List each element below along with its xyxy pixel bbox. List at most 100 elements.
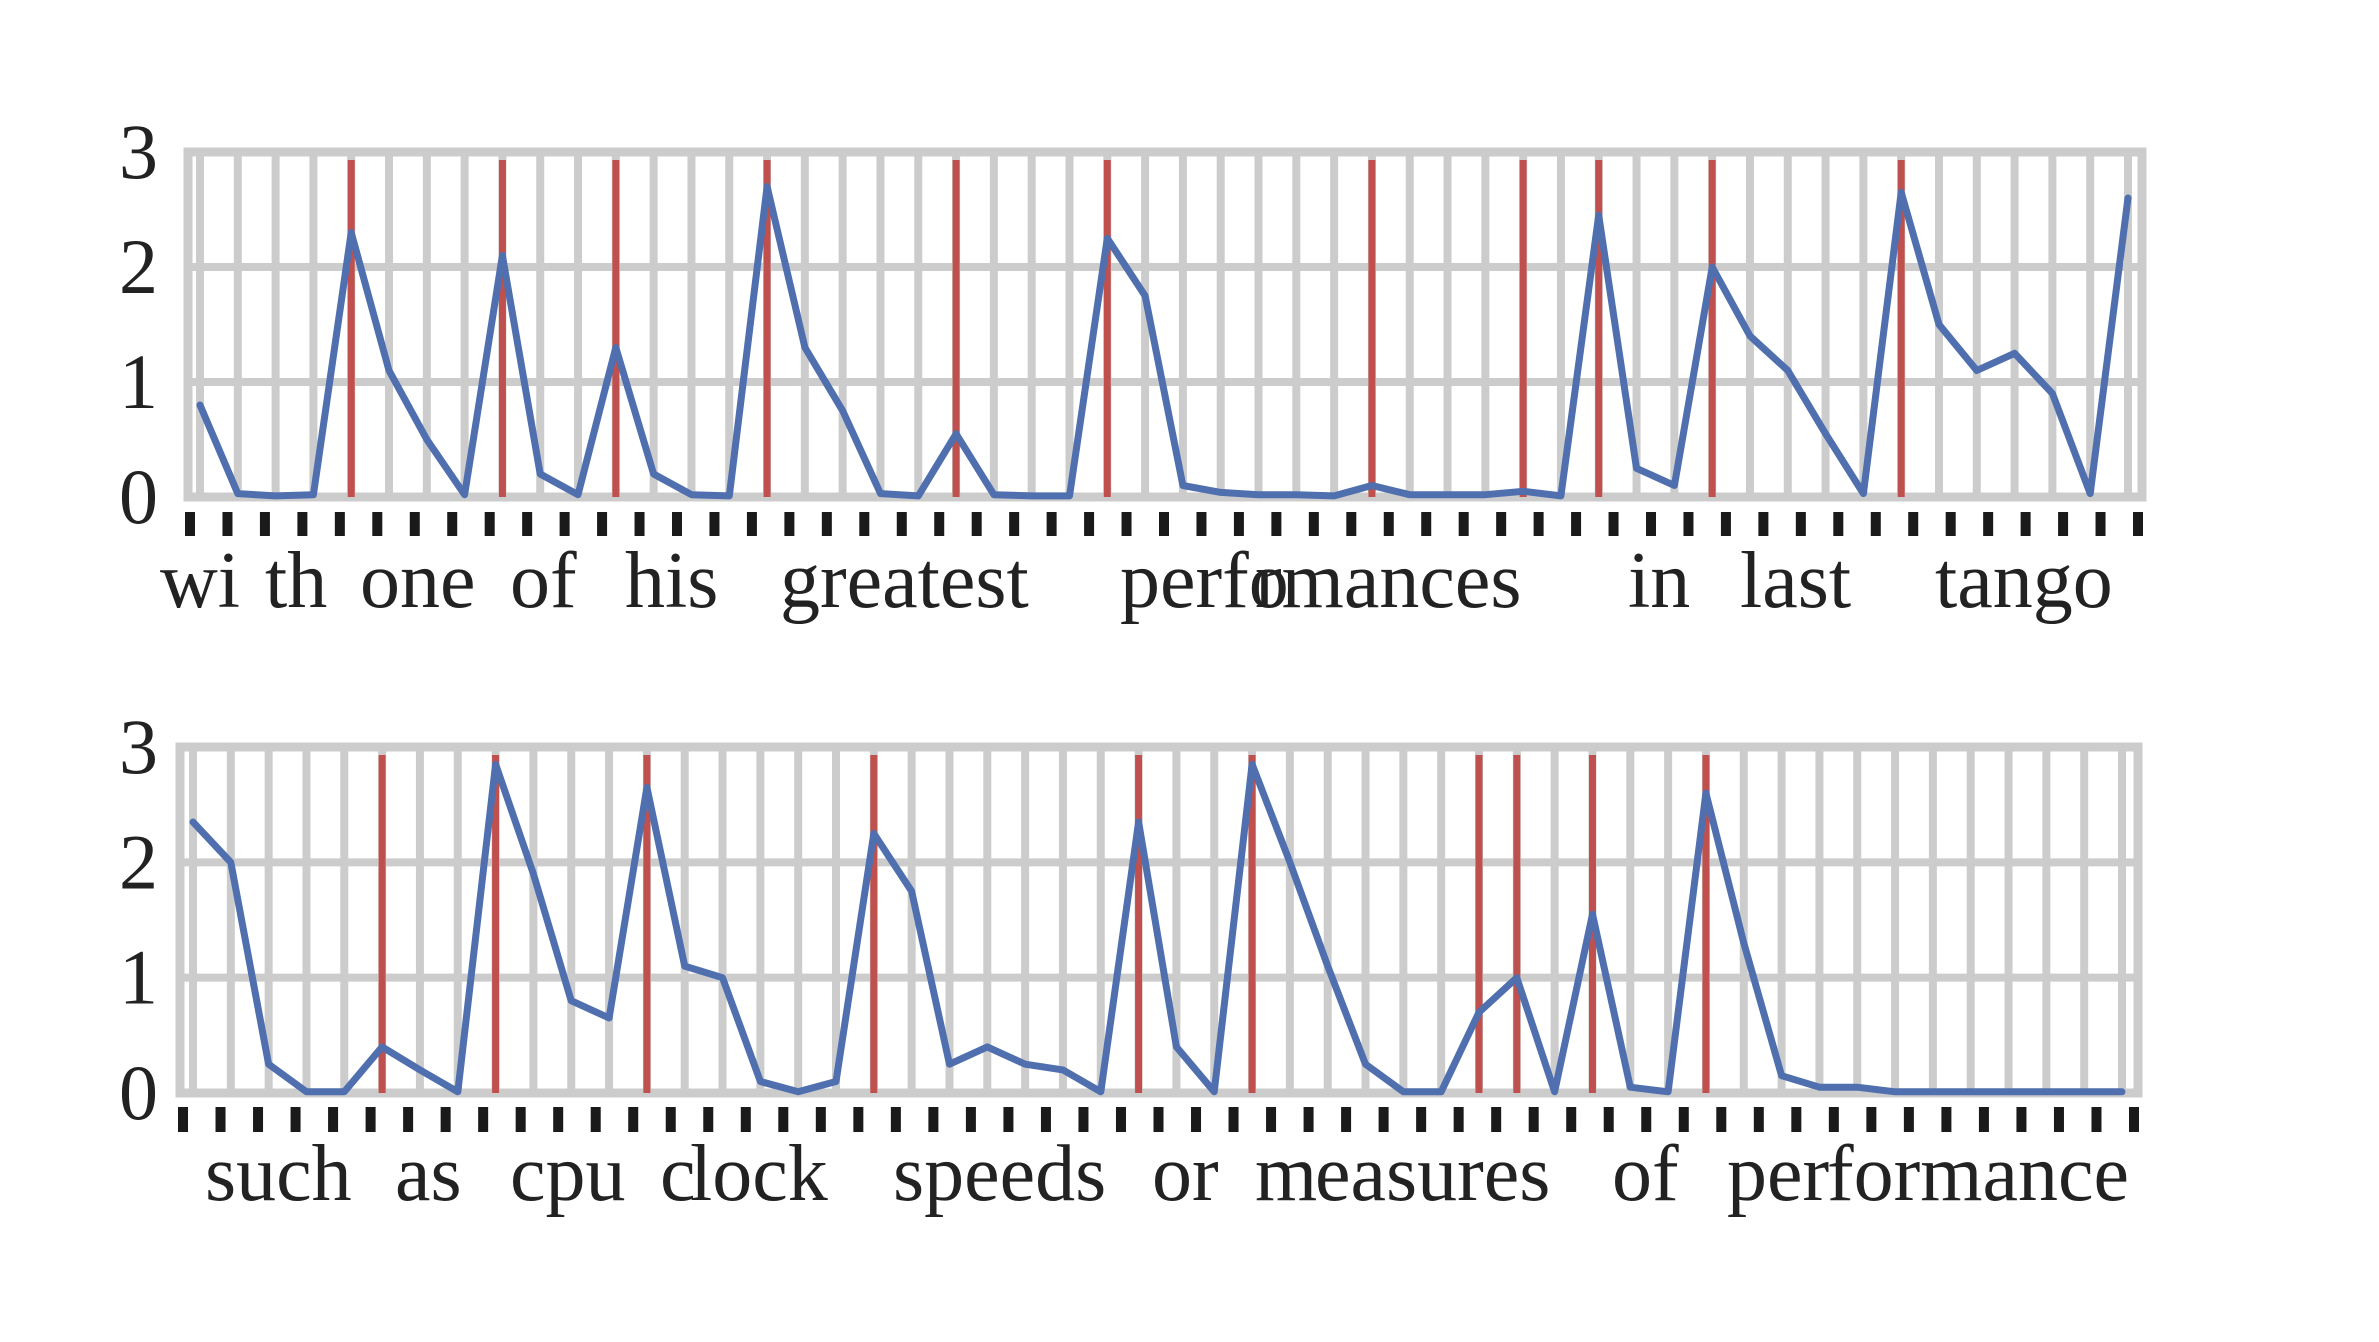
x-tick-mark — [1753, 1107, 1764, 1132]
x-tick-mark — [665, 1107, 676, 1132]
x-tick-mark — [2016, 1107, 2027, 1132]
x-tick-mark — [178, 1107, 188, 1132]
y-tick-label: 0 — [119, 453, 158, 540]
x-tick-mark — [1795, 512, 1806, 536]
x-tick-mark — [2020, 512, 2031, 536]
x-tick-mark — [515, 1107, 526, 1132]
x-tick-mark — [2058, 512, 2069, 536]
caption-word: cpu — [510, 1130, 626, 1218]
x-tick-mark — [290, 1107, 301, 1132]
x-tick-mark — [334, 512, 345, 536]
x-tick-mark — [2095, 512, 2106, 536]
x-tick-mark — [746, 512, 757, 536]
x-tick-mark — [1383, 512, 1394, 536]
x-tick-mark — [1078, 1107, 1089, 1132]
x-tick-mark — [672, 512, 682, 536]
x-tick-mark — [1416, 1107, 1427, 1132]
x-tick-mark — [2091, 1107, 2102, 1132]
caption-word: wi — [160, 537, 240, 625]
x-tick-mark — [709, 512, 720, 536]
caption-word: perfo — [1120, 537, 1289, 625]
x-tick-mark — [2129, 1107, 2139, 1132]
x-tick-mark — [1421, 512, 1432, 536]
x-tick-mark — [1458, 512, 1469, 536]
x-tick-mark — [1641, 1107, 1652, 1132]
series-line — [196, 183, 2132, 500]
x-tick-mark — [928, 1107, 939, 1132]
x-tick-mark — [590, 1107, 601, 1132]
x-tick-mark — [1303, 1107, 1314, 1132]
x-tick-mark — [1153, 1107, 1164, 1132]
x-tick-mark — [1566, 1107, 1577, 1132]
y-tick-label: 1 — [119, 338, 158, 425]
x-tick-mark — [1341, 1107, 1352, 1132]
x-tick-mark — [2133, 512, 2143, 536]
y-tick-label: 3 — [119, 108, 158, 195]
caption-word: one — [360, 537, 476, 625]
x-tick-mark — [365, 1107, 376, 1132]
x-tick-mark — [522, 512, 533, 536]
x-tick-mark — [1453, 1107, 1464, 1132]
x-tick-mark — [1683, 512, 1694, 536]
x-tick-mark — [1159, 512, 1169, 536]
x-tick-marks — [178, 1107, 2139, 1132]
x-tick-mark — [778, 1107, 789, 1132]
caption-word: rmances — [1255, 537, 1522, 625]
x-tick-mark — [1833, 512, 1844, 536]
series-line — [189, 760, 2126, 1096]
x-tick-marks — [185, 512, 2143, 536]
x-tick-mark — [815, 1107, 826, 1132]
caption-word: c — [660, 1130, 696, 1218]
x-tick-mark — [215, 1107, 226, 1132]
x-tick-mark — [1496, 512, 1507, 536]
x-tick-mark — [597, 512, 608, 536]
x-tick-mark — [965, 1107, 976, 1132]
x-tick-mark — [1870, 512, 1881, 536]
caption-word: in — [1628, 537, 1690, 625]
x-tick-mark — [553, 1107, 564, 1132]
x-tick-mark — [409, 512, 420, 536]
caption-word: as — [395, 1130, 462, 1218]
x-tick-mark — [1903, 1107, 1914, 1132]
x-tick-mark — [559, 512, 570, 536]
x-tick-mark — [1196, 512, 1207, 536]
x-tick-mark — [634, 512, 645, 536]
x-tick-mark — [821, 512, 832, 536]
x-tick-mark — [1308, 512, 1319, 536]
x-tick-mark — [1084, 512, 1095, 536]
caption-word: formance — [1827, 1130, 2129, 1218]
x-tick-mark — [1009, 512, 1020, 536]
series-points — [199, 186, 2129, 496]
x-tick-mark — [1491, 1107, 1502, 1132]
x-tick-mark — [328, 1107, 339, 1132]
x-tick-mark — [1233, 512, 1244, 536]
caption-word: per — [1727, 1130, 1829, 1218]
y-tick-label: 1 — [119, 934, 158, 1021]
plot-frame — [183, 147, 2147, 502]
x-tick-mark — [2053, 1107, 2064, 1132]
y-tick-label: 2 — [119, 223, 158, 310]
x-tick-mark — [1978, 1107, 1989, 1132]
x-tick-mark — [447, 512, 458, 536]
x-tick-mark — [1945, 512, 1956, 536]
x-tick-mark — [740, 1107, 751, 1132]
x-tick-mark — [628, 1107, 639, 1132]
x-tick-mark — [1866, 1107, 1877, 1132]
x-tick-mark — [1571, 512, 1582, 536]
caption-word: easures — [1315, 1130, 1550, 1218]
series-points — [192, 764, 2123, 1092]
x-tick-mark — [1528, 1107, 1539, 1132]
x-tick-mark — [1646, 512, 1656, 536]
x-tick-mark — [1266, 1107, 1277, 1132]
caption-word: m — [1255, 1130, 1317, 1218]
x-tick-mark — [222, 512, 233, 536]
boundary-markers — [347, 160, 1905, 497]
x-tick-mark — [1720, 512, 1731, 536]
y-tick-label: 2 — [119, 818, 158, 905]
x-tick-mark — [859, 512, 870, 536]
